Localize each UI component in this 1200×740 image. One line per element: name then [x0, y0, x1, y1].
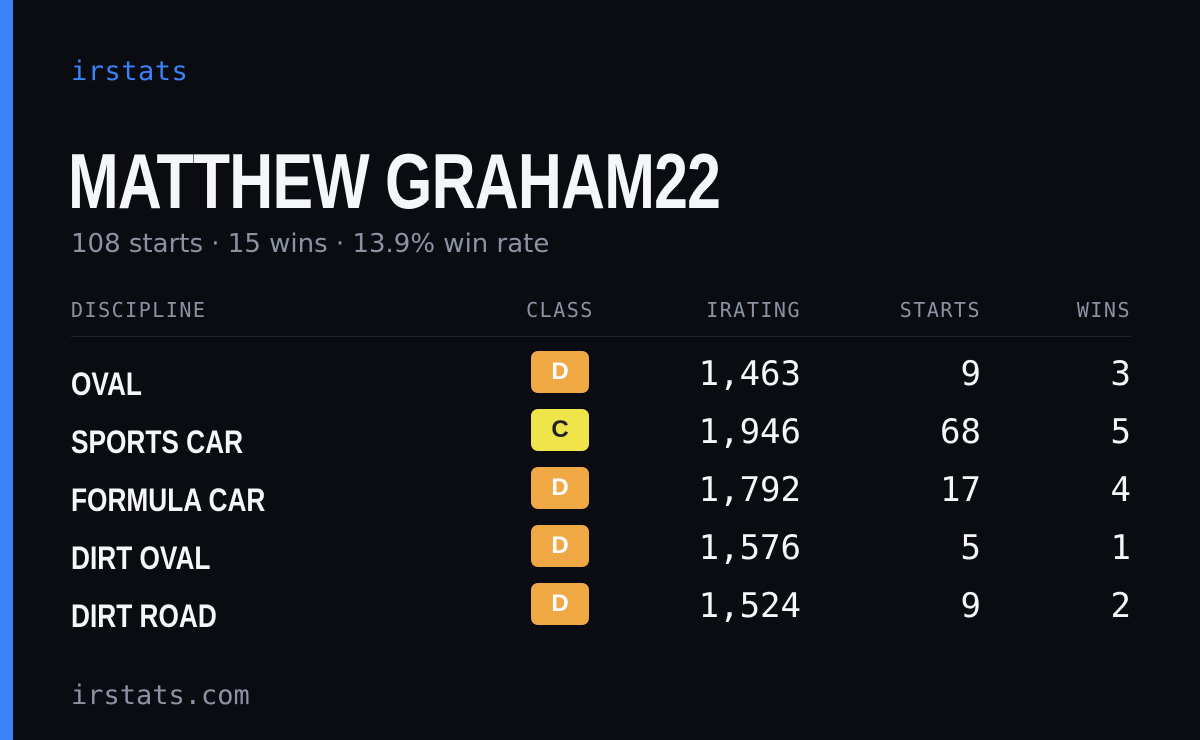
- wins-value: 1: [1110, 528, 1131, 568]
- irating-value: 1,463: [698, 354, 801, 394]
- header-discipline: DISCIPLINE: [71, 296, 511, 337]
- header-starts: STARTS: [801, 296, 981, 337]
- accent-bar: [0, 0, 13, 740]
- starts-value: 9: [960, 586, 981, 626]
- class-badge: C: [531, 409, 589, 451]
- class-badge: D: [531, 467, 589, 509]
- starts-value: 68: [940, 412, 981, 452]
- footer-site-url: irstats.com: [71, 680, 250, 711]
- discipline-label: DIRT OVAL: [71, 539, 211, 576]
- class-badge: D: [531, 351, 589, 393]
- wins-value: 5: [1110, 412, 1131, 452]
- irating-value: 1,792: [698, 470, 801, 510]
- wins-value: 2: [1110, 586, 1131, 626]
- irating-value: 1,946: [698, 412, 801, 452]
- table-row: DIRT ROAD D 1,524 9 2: [71, 581, 1131, 639]
- table-row: SPORTS CAR C 1,946 68 5: [71, 407, 1131, 465]
- header-irating: IRATING: [609, 296, 801, 337]
- class-badge: D: [531, 525, 589, 567]
- license-stats-table: DISCIPLINE CLASS IRATING STARTS WINS OVA…: [71, 296, 1131, 639]
- discipline-label: SPORTS CAR: [71, 423, 244, 460]
- driver-summary: 108 starts · 15 wins · 13.9% win rate: [71, 229, 550, 259]
- irating-value: 1,524: [698, 586, 801, 626]
- discipline-label: OVAL: [71, 365, 142, 402]
- irating-value: 1,576: [698, 528, 801, 568]
- header-class: CLASS: [511, 296, 609, 337]
- starts-value: 5: [960, 528, 981, 568]
- class-badge: D: [531, 583, 589, 625]
- brand-logo-text: irstats: [71, 56, 189, 87]
- starts-value: 9: [960, 354, 981, 394]
- discipline-label: FORMULA CAR: [71, 481, 266, 518]
- header-wins: WINS: [981, 296, 1131, 337]
- starts-value: 17: [940, 470, 981, 510]
- wins-value: 4: [1110, 470, 1131, 510]
- table-row: FORMULA CAR D 1,792 17 4: [71, 465, 1131, 523]
- table-row: DIRT OVAL D 1,576 5 1: [71, 523, 1131, 581]
- driver-name-title: MATTHEW GRAHAM22: [68, 137, 721, 225]
- wins-value: 3: [1110, 354, 1131, 394]
- discipline-label: DIRT ROAD: [71, 597, 217, 634]
- table-row: OVAL D 1,463 9 3: [71, 337, 1131, 408]
- table-header-row: DISCIPLINE CLASS IRATING STARTS WINS: [71, 296, 1131, 337]
